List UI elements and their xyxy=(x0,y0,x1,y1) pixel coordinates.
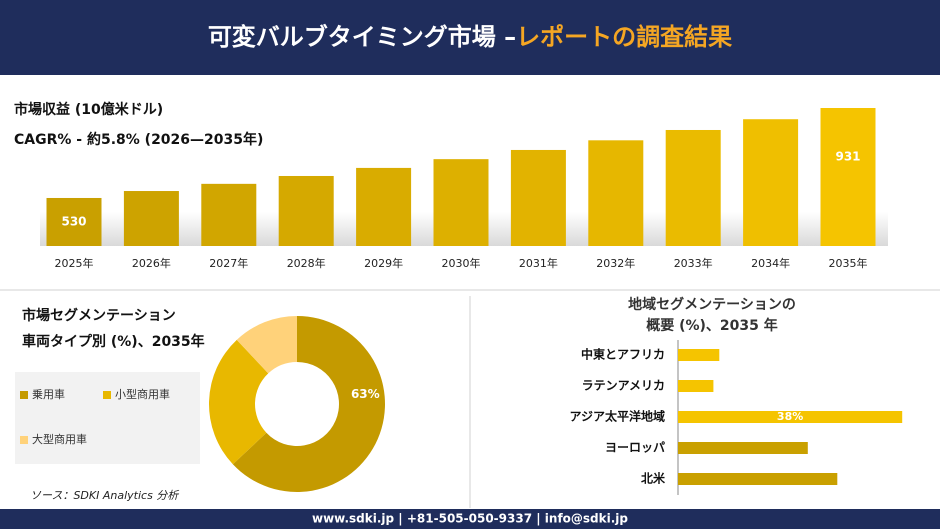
donut-slice xyxy=(209,339,269,465)
chart-title: 地域セグメンテーションの xyxy=(628,296,796,313)
value-label: 38% xyxy=(777,410,803,423)
bar xyxy=(278,175,334,246)
bar xyxy=(743,119,799,246)
legend-label: 小型商用車 xyxy=(115,387,170,401)
x-tick-label: 2026年 xyxy=(132,256,171,270)
bar xyxy=(356,167,412,246)
bar xyxy=(678,349,720,361)
y-tick-label: アジア太平洋地域 xyxy=(569,409,665,424)
title-main: 可変バルブタイミング市場 – xyxy=(208,23,516,51)
legend-swatch xyxy=(20,436,28,444)
chart-subtitle: CAGR% - 約5.8% (2026—2035年) xyxy=(14,131,263,148)
header-title: 可変バルブタイミング市場 –レポートの調査結果 xyxy=(208,23,732,51)
chart-subtitle: 車両タイプ別 (%)、2035年 xyxy=(22,333,205,350)
bar xyxy=(433,159,489,246)
x-tick-label: 2032年 xyxy=(596,256,635,270)
y-tick-label: 北米 xyxy=(641,471,666,486)
chart-subtitle: 概要 (%)、2035 年 xyxy=(646,317,778,334)
contact: www.sdki.jp | +81-505-050-9337 | info@sd… xyxy=(312,512,628,526)
x-tick-label: 2035年 xyxy=(829,256,868,270)
bar xyxy=(46,197,102,246)
legend-swatch xyxy=(20,391,28,399)
value-label: 931 xyxy=(835,150,860,164)
bar xyxy=(678,380,714,392)
legend-box xyxy=(15,372,200,464)
bar xyxy=(678,411,903,423)
legend-swatch xyxy=(103,391,111,399)
x-tick-label: 2034年 xyxy=(751,256,790,270)
value-label: 63% xyxy=(351,387,380,401)
y-tick-label: ヨーロッパ xyxy=(605,441,665,455)
bar xyxy=(123,191,179,246)
bar xyxy=(510,149,566,246)
y-tick-label: 中東とアフリカ xyxy=(581,347,665,362)
footer-bar xyxy=(0,509,940,529)
bar xyxy=(678,442,808,454)
header-bar xyxy=(0,0,940,75)
y-tick-label: ラテンアメリカ xyxy=(582,379,665,393)
x-tick-label: 2029年 xyxy=(364,256,403,270)
chart-title: 市場セグメンテーション xyxy=(22,307,176,324)
value-label: 530 xyxy=(61,214,86,228)
x-tick-label: 2031年 xyxy=(519,256,558,270)
bar xyxy=(588,140,644,246)
bar xyxy=(820,108,876,246)
x-tick-label: 2028年 xyxy=(287,256,326,270)
x-tick-label: 2027年 xyxy=(209,256,248,270)
x-tick-label: 2033年 xyxy=(674,256,713,270)
x-tick-label: 2025年 xyxy=(55,256,94,270)
chart-title: 市場収益 (10億米ドル) xyxy=(14,101,163,118)
legend-label: 大型商用車 xyxy=(32,432,87,446)
donut-slice xyxy=(236,316,297,374)
bar xyxy=(201,183,257,246)
bar xyxy=(678,473,838,485)
source: ソース：SDKI Analytics 分析 xyxy=(30,489,180,502)
x-tick-label: 2030年 xyxy=(442,256,481,270)
donut-slice xyxy=(232,316,385,492)
bar xyxy=(665,129,721,246)
title-highlight: レポートの調査結果 xyxy=(516,23,732,51)
legend-label: 乗用車 xyxy=(32,387,65,401)
